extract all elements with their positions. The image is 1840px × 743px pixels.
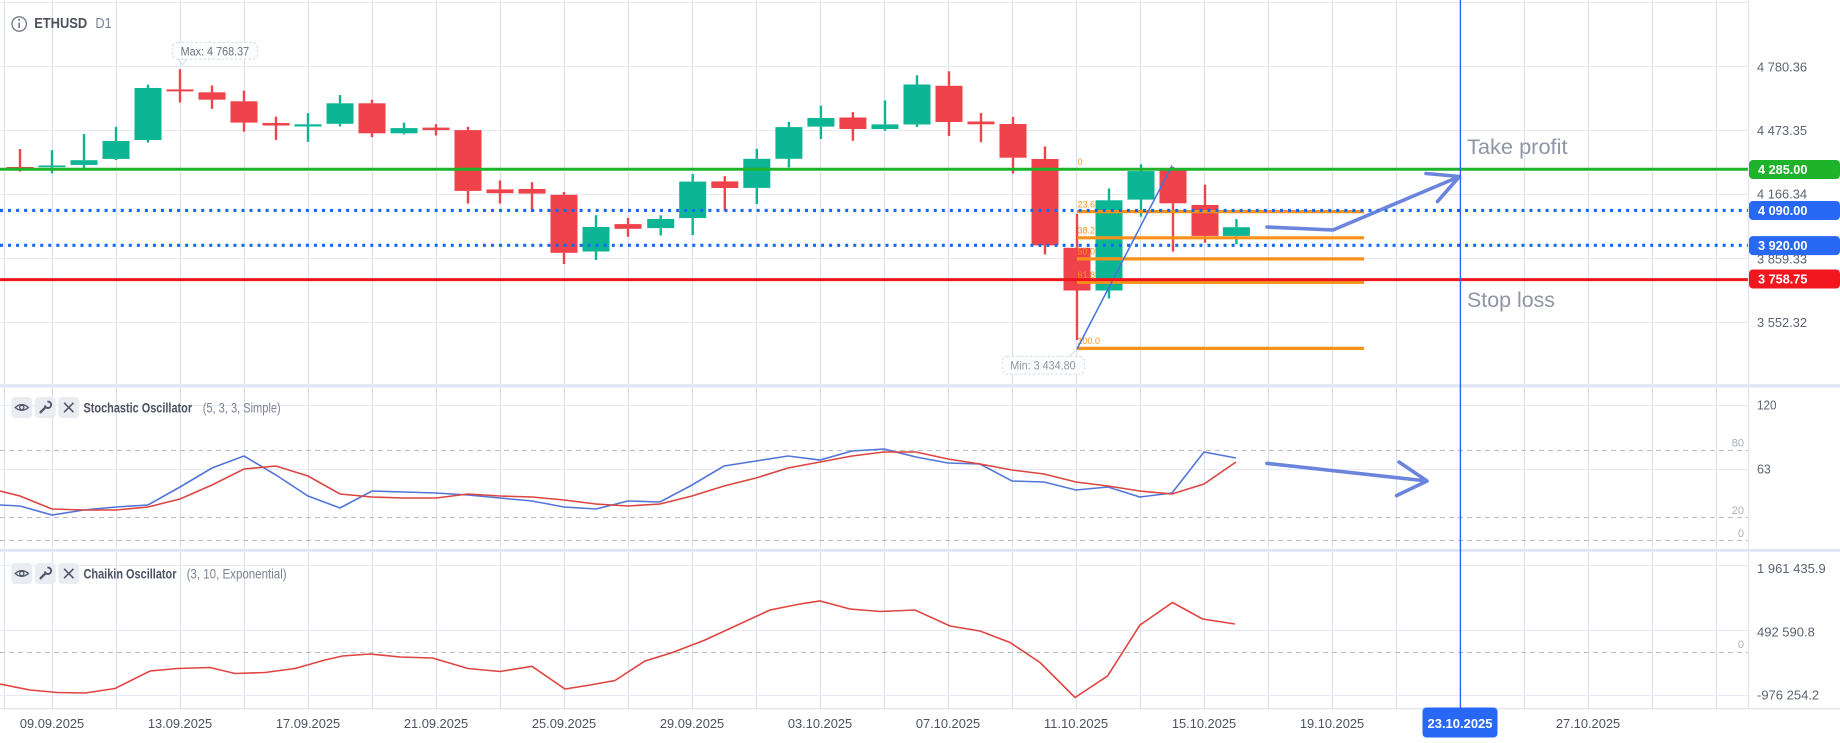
svg-text:13.09.2025: 13.09.2025	[148, 716, 212, 731]
svg-text:15.10.2025: 15.10.2025	[1172, 716, 1236, 731]
svg-text:Take profit: Take profit	[1467, 135, 1568, 159]
svg-text:03.10.2025: 03.10.2025	[788, 716, 852, 731]
svg-text:27.10.2025: 27.10.2025	[1556, 716, 1620, 731]
svg-text:23.10.2025: 23.10.2025	[1428, 716, 1493, 731]
svg-text:3 552.32: 3 552.32	[1757, 315, 1807, 330]
svg-text:(5, 3, 3, Simple): (5, 3, 3, Simple)	[203, 400, 281, 416]
svg-text:Chaikin Oscillator: Chaikin Oscillator	[84, 566, 177, 582]
svg-text:4 166.34: 4 166.34	[1757, 186, 1807, 201]
svg-text:(3, 10, Exponential): (3, 10, Exponential)	[187, 566, 287, 582]
svg-text:61.8: 61.8	[1078, 270, 1096, 280]
svg-text:Stop loss: Stop loss	[1467, 288, 1555, 312]
svg-text:4 090.00: 4 090.00	[1758, 203, 1807, 218]
svg-text:0: 0	[1078, 157, 1083, 167]
svg-text:38.2: 38.2	[1078, 226, 1096, 236]
svg-text:100.0: 100.0	[1078, 336, 1101, 346]
svg-text:4 473.35: 4 473.35	[1757, 123, 1807, 138]
svg-text:3 758.75: 3 758.75	[1758, 272, 1807, 287]
svg-text:-976 254.2: -976 254.2	[1757, 688, 1819, 703]
svg-text:80: 80	[1732, 438, 1744, 450]
svg-text:11.10.2025: 11.10.2025	[1044, 716, 1108, 731]
svg-text:4 780.36: 4 780.36	[1757, 60, 1807, 75]
svg-text:120: 120	[1757, 398, 1777, 413]
svg-text:Min: 3 434.80: Min: 3 434.80	[1010, 359, 1076, 373]
svg-text:23.6: 23.6	[1078, 199, 1096, 209]
svg-text:63: 63	[1757, 462, 1771, 477]
svg-text:3 920.00: 3 920.00	[1758, 238, 1807, 253]
svg-text:20: 20	[1732, 505, 1744, 517]
svg-text:29.09.2025: 29.09.2025	[660, 716, 724, 731]
svg-text:4 285.00: 4 285.00	[1758, 162, 1807, 177]
svg-text:21.09.2025: 21.09.2025	[404, 716, 468, 731]
svg-text:25.09.2025: 25.09.2025	[532, 716, 596, 731]
svg-text:09.09.2025: 09.09.2025	[20, 716, 84, 731]
svg-text:D1: D1	[95, 16, 111, 32]
svg-text:07.10.2025: 07.10.2025	[916, 716, 980, 731]
svg-text:ETHUSD: ETHUSD	[34, 16, 87, 32]
svg-text:17.09.2025: 17.09.2025	[276, 716, 340, 731]
svg-text:492 590.8: 492 590.8	[1757, 624, 1815, 639]
svg-text:50.0: 50.0	[1078, 247, 1096, 257]
svg-text:19.10.2025: 19.10.2025	[1300, 716, 1364, 731]
svg-text:Max: 4 768.37: Max: 4 768.37	[181, 44, 250, 58]
svg-text:1 961 435.9: 1 961 435.9	[1757, 561, 1826, 576]
svg-text:0: 0	[1738, 639, 1744, 651]
svg-text:Stochastic Oscillator: Stochastic Oscillator	[84, 400, 193, 416]
svg-text:0: 0	[1738, 528, 1744, 540]
